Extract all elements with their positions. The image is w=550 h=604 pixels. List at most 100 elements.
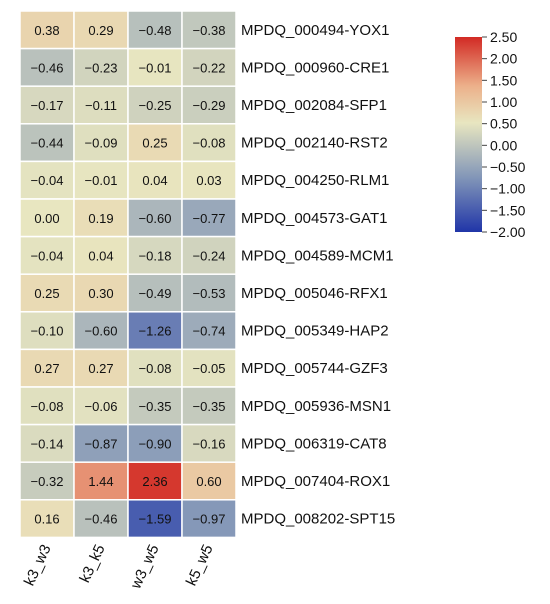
heatmap-cell (181, 10, 237, 50)
heatmap-cell (181, 85, 237, 125)
row-label: MPDQ_000494-YOX1 (241, 22, 389, 39)
colorbar: 2.50 2.00 1.50 1.00 0.50 0.00 −0.50 −1.00 −1.50 −… (455, 29, 526, 240)
heatmap-cell (181, 123, 237, 163)
cell-value-label: −1.26 (139, 324, 172, 339)
colorbar-tick-label: −0.50 (490, 159, 526, 175)
cell-value-label: 0.27 (88, 361, 113, 376)
heatmap-cell (181, 160, 237, 200)
heatmap-cell (127, 461, 183, 501)
row-label: MPDQ_007404-ROX1 (241, 473, 390, 490)
heatmap-cell (19, 348, 75, 388)
heatmap-cell (181, 198, 237, 238)
cell-value-label: 0.16 (34, 512, 59, 527)
column-labels: k3_w3 k3_k5 w3_w5 k5_w5 (21, 542, 217, 592)
cell-value-label: −0.09 (85, 136, 118, 151)
column-label: k3_k5 (76, 542, 108, 585)
heatmap-cell (19, 10, 75, 50)
cell-value-label: 0.03 (196, 173, 221, 188)
cell-value-label: −0.17 (31, 98, 64, 113)
row-label: MPDQ_006319-CAT8 (241, 435, 387, 452)
colorbar-tick-label: 2.50 (490, 29, 517, 45)
row-label: MPDQ_005744-GZF3 (241, 360, 388, 377)
cell-value-label: −0.60 (85, 324, 118, 339)
cell-value-label: −0.18 (139, 248, 172, 263)
cell-value-label: 0.27 (34, 361, 59, 376)
heatmap-cell (73, 461, 129, 501)
colorbar-tick-label: 0.00 (490, 137, 517, 153)
cell-value-label: −0.01 (85, 173, 118, 188)
cell-value-label: −0.77 (193, 211, 226, 226)
heatmap-cell (19, 198, 75, 238)
heatmap-cell (181, 461, 237, 501)
heatmap-cell (73, 499, 129, 539)
cell-value-label: −0.24 (193, 248, 226, 263)
heatmap-cell (73, 85, 129, 125)
cell-value-label: −0.08 (139, 361, 172, 376)
cell-value-label: −0.53 (193, 286, 226, 301)
cell-value-label: −0.23 (85, 60, 118, 75)
cell-value-label: −0.90 (139, 436, 172, 451)
cell-value-label: −0.06 (85, 399, 118, 414)
heatmap-cell (127, 235, 183, 275)
cell-value-label: 0.38 (34, 23, 59, 38)
cell-value-label: −0.35 (193, 399, 226, 414)
heatmap-cell (73, 198, 129, 238)
cell-value-label: 0.30 (88, 286, 113, 301)
cell-value-label: −0.11 (85, 98, 117, 113)
cell-value-label: 0.04 (142, 173, 167, 188)
colorbar-tick-label: 0.50 (490, 116, 517, 132)
heatmap-cell (127, 273, 183, 313)
row-label: MPDQ_002084-SFP1 (241, 97, 387, 114)
heatmap-cell (19, 423, 75, 463)
row-label: MPDQ_004250-RLM1 (241, 172, 389, 189)
heatmap-cell (73, 386, 129, 426)
colorbar-tick-label: 2.00 (490, 51, 517, 67)
cell-value-label: −0.35 (139, 399, 172, 414)
row-label: MPDQ_004573-GAT1 (241, 210, 387, 227)
cell-value-label: −0.49 (139, 286, 172, 301)
heatmap-cell (19, 499, 75, 539)
cell-value-label: −0.04 (31, 173, 64, 188)
heatmap-cell (19, 461, 75, 501)
row-label: MPDQ_005936-MSN1 (241, 398, 391, 415)
column-label: k3_w3 (21, 542, 55, 588)
heatmap-cell (73, 423, 129, 463)
cell-value-label: −0.32 (31, 474, 64, 489)
heatmap-cell (127, 499, 183, 539)
cell-value-label: 0.04 (88, 248, 113, 263)
colorbar-gradient (455, 37, 482, 232)
cell-value-label: 0.25 (142, 136, 167, 151)
cell-value-label: −0.60 (139, 211, 172, 226)
heatmap-cell (181, 499, 237, 539)
cell-value-label: −0.46 (31, 60, 64, 75)
row-label: MPDQ_008202-SPT15 (241, 511, 395, 528)
cell-value-label: −0.14 (31, 436, 64, 451)
column-label: w3_w5 (127, 542, 163, 592)
heatmap-cell (73, 47, 129, 87)
heatmap-cell (181, 423, 237, 463)
heatmap-cell (127, 423, 183, 463)
cell-value-label: 0.60 (196, 474, 221, 489)
cell-value-label: −0.16 (193, 436, 226, 451)
cell-value-label: −0.29 (193, 98, 226, 113)
cell-value-label: 0.25 (34, 286, 59, 301)
heatmap-cell-labels: 0.38 0.29 −0.48 −0.38 −0.46 −0.23 −0.01 −0.22 −0… (31, 23, 226, 527)
heatmap-cells (19, 10, 237, 539)
cell-value-label: −0.46 (85, 512, 118, 527)
colorbar-tick-label: −2.00 (490, 224, 526, 240)
heatmap-cell (127, 160, 183, 200)
cell-value-label: −0.25 (139, 98, 172, 113)
colorbar-tick-label: −1.00 (490, 181, 526, 197)
colorbar-tick-label: 1.50 (490, 72, 517, 88)
colorbar-tick-label: 1.00 (490, 94, 517, 110)
cell-value-label: 2.36 (142, 474, 167, 489)
cell-value-label: −0.08 (31, 399, 64, 414)
heatmap-cell (19, 273, 75, 313)
heatmap-cell (73, 123, 129, 163)
row-label: MPDQ_004589-MCM1 (241, 247, 394, 264)
heatmap-cell (181, 47, 237, 87)
colorbar-tick-label: −1.50 (490, 202, 526, 218)
cell-value-label: −0.74 (193, 324, 226, 339)
row-label: MPDQ_005349-HAP2 (241, 323, 389, 340)
